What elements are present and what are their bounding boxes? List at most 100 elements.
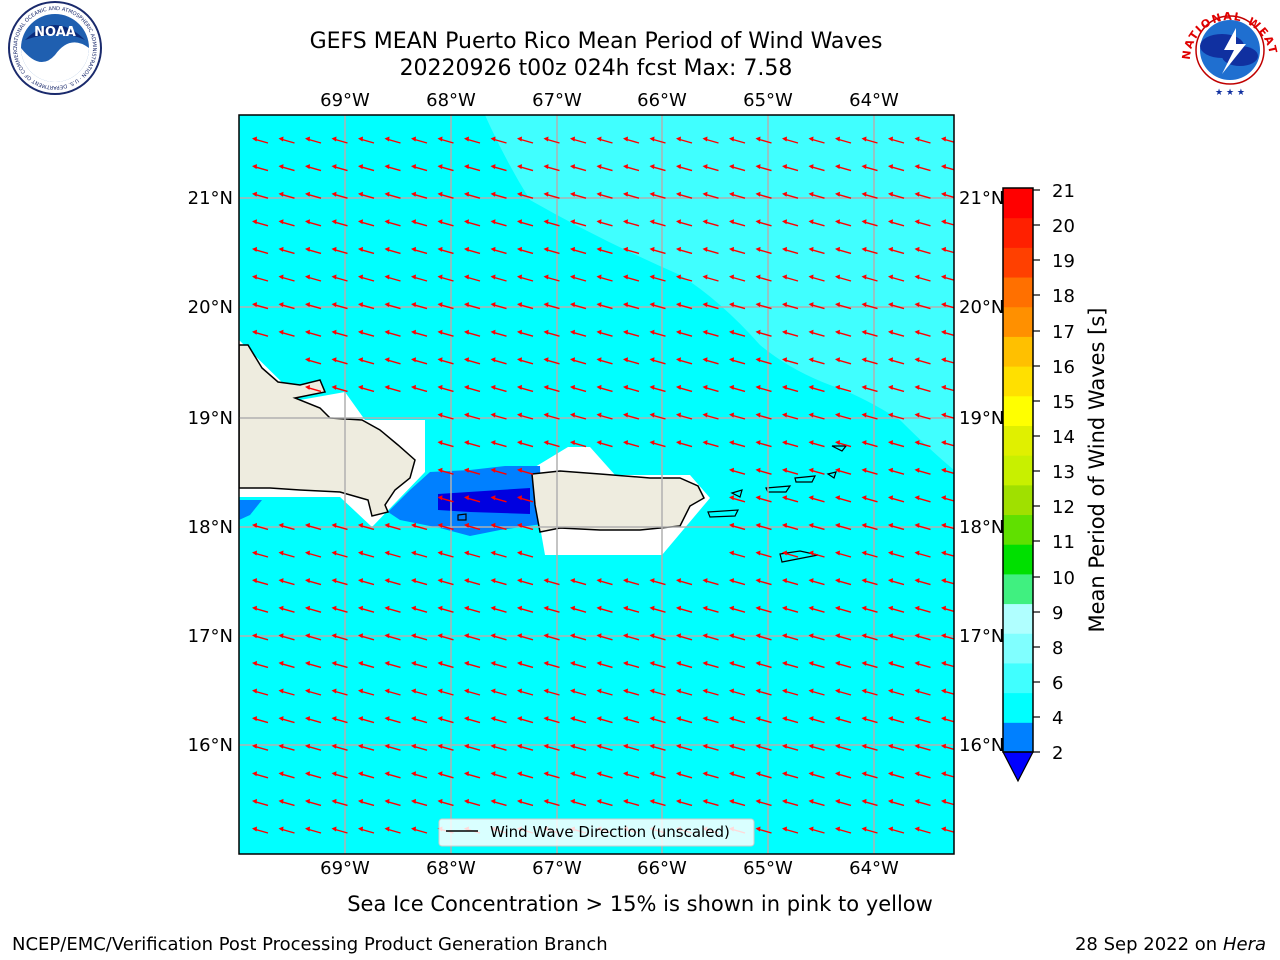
wave-direction-arrow xyxy=(861,826,878,834)
wave-direction-arrow xyxy=(729,688,746,696)
colorbar-tick-label: 8 xyxy=(1052,638,1063,659)
wave-direction-arrow xyxy=(411,826,428,834)
wave-direction-arrow xyxy=(782,633,799,641)
wave-direction-arrow xyxy=(861,191,878,199)
wave-direction-arrow xyxy=(649,688,666,696)
wave-direction-arrow xyxy=(676,246,693,255)
wave-direction-arrow xyxy=(517,467,534,475)
wave-direction-arrow xyxy=(623,384,640,393)
wave-direction-arrow xyxy=(570,357,587,365)
wave-direction-arrow xyxy=(808,440,825,448)
wave-direction-arrow xyxy=(808,219,825,227)
wave-direction-arrow xyxy=(755,467,772,475)
wave-direction-arrow xyxy=(835,412,852,420)
wave-direction-arrow xyxy=(649,246,666,255)
island xyxy=(707,509,740,518)
wave-direction-arrow xyxy=(808,522,825,531)
wave-direction-arrow xyxy=(517,246,534,255)
wave-direction-arrow xyxy=(808,798,825,807)
wave-direction-arrow xyxy=(702,716,719,724)
wave-direction-arrow xyxy=(437,633,454,641)
wave-direction-arrow xyxy=(623,329,640,337)
wave-direction-arrow xyxy=(543,164,560,172)
svg-text:★ ★ ★: ★ ★ ★ xyxy=(1215,88,1245,98)
wave-direction-arrow xyxy=(755,633,772,641)
wave-direction-arrow xyxy=(570,274,587,282)
wave-direction-arrow xyxy=(464,633,481,641)
wave-direction-arrow xyxy=(278,522,295,531)
wave-direction-arrow xyxy=(411,633,428,641)
wave-direction-arrow xyxy=(543,274,560,282)
wave-direction-arrow xyxy=(861,660,878,669)
wave-direction-arrow xyxy=(835,467,852,475)
wave-direction-arrow xyxy=(411,136,428,144)
latitude-label: 18°N xyxy=(959,517,1004,538)
wave-direction-arrow xyxy=(782,246,799,255)
wave-direction-arrow xyxy=(861,136,878,144)
latitude-label: 16°N xyxy=(188,735,233,756)
colorbar-tick-label: 9 xyxy=(1052,603,1063,624)
wave-direction-arrow xyxy=(384,384,401,393)
wave-direction-arrow xyxy=(676,771,693,779)
wave-direction-arrow xyxy=(437,412,454,420)
wave-direction-arrow xyxy=(331,136,348,144)
latitude-label: 17°N xyxy=(959,626,1004,647)
wave-direction-arrow xyxy=(861,688,878,696)
wave-direction-arrow xyxy=(914,522,931,531)
wave-direction-arrow xyxy=(755,771,772,779)
wave-direction-arrow xyxy=(305,384,322,393)
wave-direction-arrow xyxy=(808,550,825,558)
wave-direction-arrow xyxy=(437,550,454,558)
wave-direction-arrow xyxy=(411,688,428,696)
wave-direction-arrow xyxy=(729,384,746,393)
wave-direction-arrow xyxy=(358,274,375,282)
wave-direction-arrow xyxy=(888,164,905,172)
wave-direction-arrow xyxy=(464,550,481,558)
wave-direction-arrow xyxy=(676,384,693,393)
wave-direction-arrow xyxy=(384,826,401,834)
wave-direction-arrow xyxy=(517,440,534,448)
latitude-label: 20°N xyxy=(959,297,1004,318)
wave-direction-arrow xyxy=(278,798,295,807)
colorbar-band xyxy=(1003,306,1033,337)
wave-direction-arrow xyxy=(570,605,587,613)
wave-direction-arrow xyxy=(808,716,825,724)
wave-direction-arrow xyxy=(888,522,905,531)
wave-direction-arrow xyxy=(596,412,613,420)
wave-direction-arrow xyxy=(702,164,719,172)
wave-direction-arrow xyxy=(437,136,454,144)
wave-direction-arrow xyxy=(278,578,295,586)
colorbar-tick-label: 14 xyxy=(1052,427,1075,448)
wave-direction-arrow xyxy=(331,660,348,669)
wave-direction-arrow xyxy=(755,716,772,724)
wave-direction-arrow xyxy=(782,798,799,807)
wave-direction-arrow xyxy=(384,274,401,282)
title-line2: 20220926 t00z 024h fcst Max: 7.58 xyxy=(400,56,793,81)
wave-direction-arrow xyxy=(596,688,613,696)
wave-direction-arrow xyxy=(305,191,322,199)
wave-direction-arrow xyxy=(835,578,852,586)
wave-direction-arrow xyxy=(676,743,693,751)
wave-direction-arrow xyxy=(490,274,507,282)
wave-direction-arrow xyxy=(914,771,931,779)
wave-direction-arrow xyxy=(729,495,746,503)
wave-direction-arrow xyxy=(623,274,640,282)
wave-direction-arrow xyxy=(437,246,454,255)
wave-direction-arrow xyxy=(517,716,534,724)
wave-direction-arrow xyxy=(835,384,852,393)
wave-direction-arrow xyxy=(888,274,905,282)
wave-direction-arrow xyxy=(623,136,640,144)
wave-direction-arrow xyxy=(305,743,322,751)
wave-direction-arrow xyxy=(305,660,322,669)
wave-direction-arrow xyxy=(755,440,772,448)
colorbar-tick-label: 4 xyxy=(1052,708,1063,729)
colorbar-band xyxy=(1003,722,1033,753)
wave-direction-arrow xyxy=(411,191,428,199)
wave-direction-arrow xyxy=(517,688,534,696)
wave-direction-arrow xyxy=(464,191,481,199)
wave-direction-arrow xyxy=(305,246,322,255)
wave-direction-arrow xyxy=(755,384,772,393)
wave-direction-arrow xyxy=(888,771,905,779)
wave-direction-arrow xyxy=(437,522,454,531)
wave-direction-arrow xyxy=(305,798,322,807)
